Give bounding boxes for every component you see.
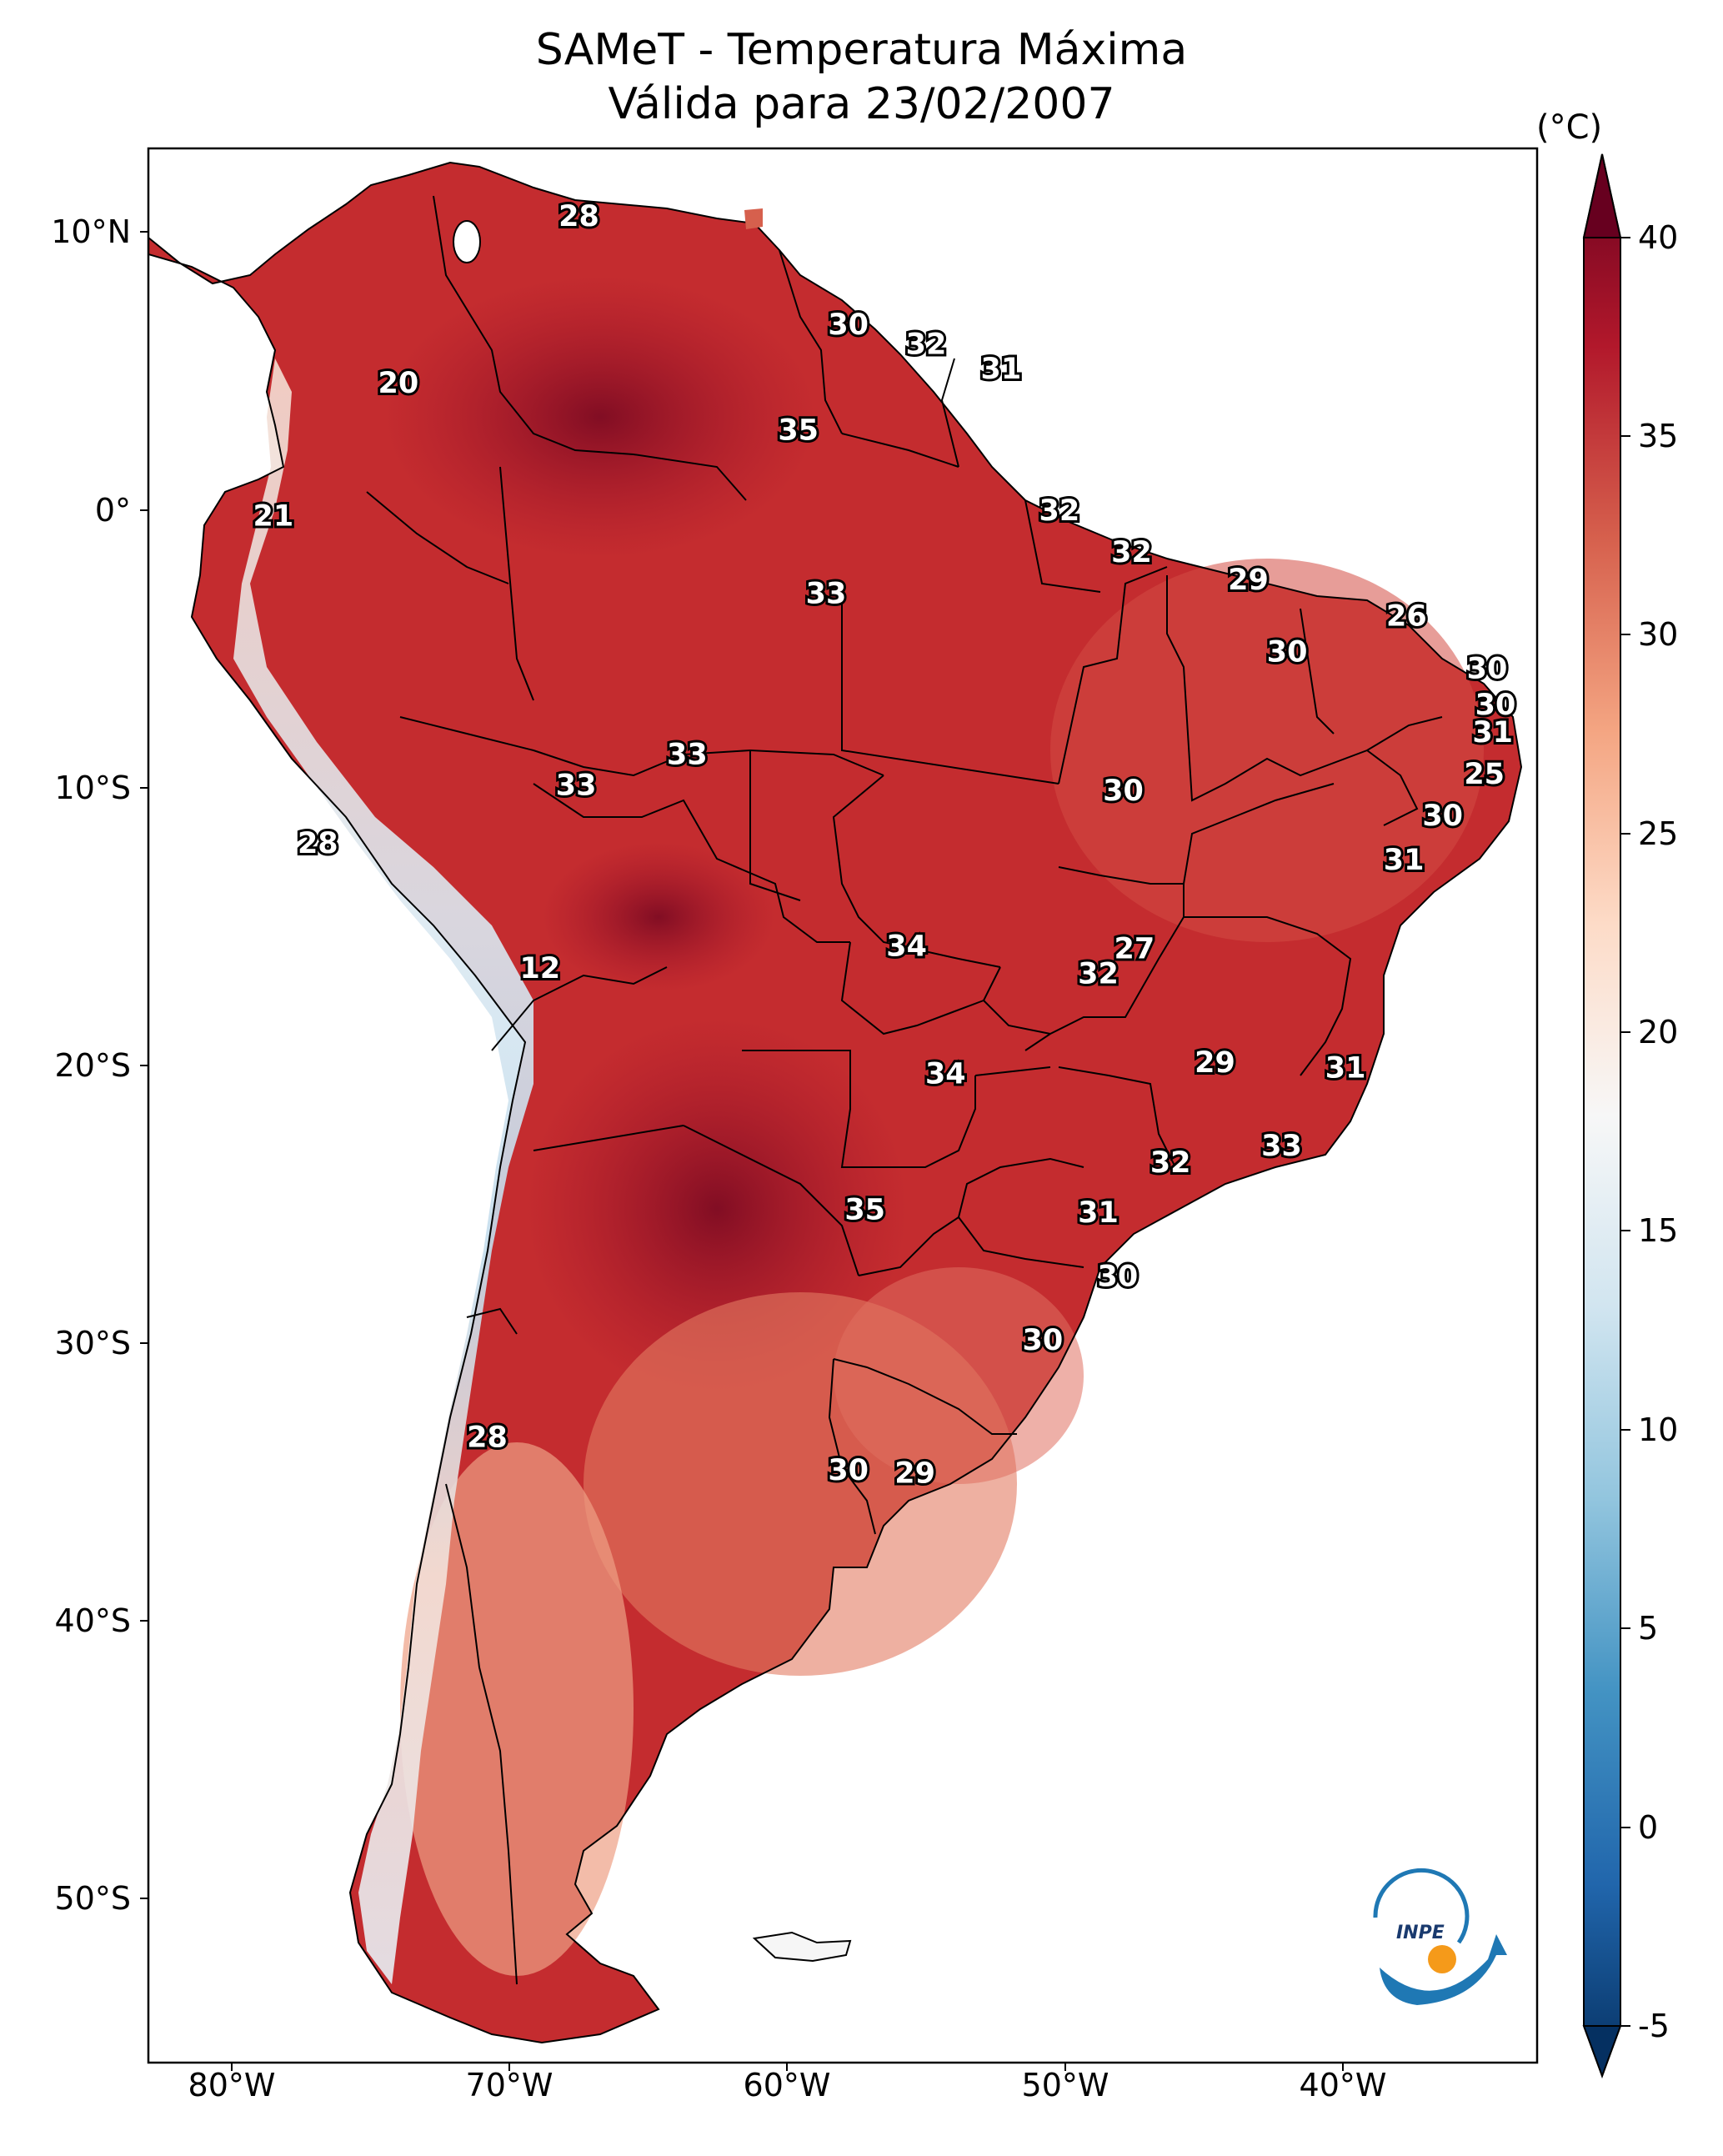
contour-label: 32 bbox=[906, 328, 947, 361]
colorbar-tick-40: 40 bbox=[1638, 219, 1679, 256]
hot-core-north bbox=[383, 275, 817, 559]
map-tick-marks bbox=[140, 231, 1344, 2071]
colorbar-tick-30: 30 bbox=[1638, 616, 1679, 653]
contour-label: 31 bbox=[1325, 1052, 1366, 1086]
lat-tick-0: 0° bbox=[94, 492, 131, 529]
contour-label: 12 bbox=[519, 952, 560, 985]
colorbar-tick-0: 0 bbox=[1638, 1809, 1659, 1846]
colorbar bbox=[1583, 153, 1622, 2078]
inpe-logo: INPE bbox=[1373, 1868, 1507, 2005]
contour-label: 21 bbox=[253, 500, 294, 534]
contour-label: 30 bbox=[1467, 653, 1508, 686]
andes-cool-band bbox=[233, 358, 533, 1984]
contour-label: 33 bbox=[667, 739, 708, 772]
lon-tick-80w: 80°W bbox=[188, 2067, 276, 2103]
contour-label: 32 bbox=[1039, 494, 1080, 528]
plot-frame bbox=[147, 147, 1539, 2064]
lon-tick-70w: 70°W bbox=[465, 2067, 553, 2103]
colorbar-tick-15: 15 bbox=[1638, 1212, 1679, 1249]
lat-tick-10s: 10°S bbox=[54, 770, 131, 806]
contour-label: 29 bbox=[1195, 1046, 1235, 1080]
lon-tick-40w: 40°W bbox=[1299, 2067, 1387, 2103]
lat-tick-30s: 30°S bbox=[54, 1325, 131, 1361]
contour-label: 30 bbox=[828, 308, 869, 342]
lat-tick-50s: 50°S bbox=[54, 1880, 131, 1917]
contour-label: 31 bbox=[1384, 844, 1425, 877]
patagonia-warm bbox=[400, 1442, 634, 1976]
colorbar-unit: (°C) bbox=[1536, 108, 1603, 147]
contour-label: 35 bbox=[844, 1193, 885, 1226]
contour-label: 30 bbox=[828, 1454, 869, 1487]
contour-label: 31 bbox=[981, 353, 1022, 386]
contour-label: 33 bbox=[806, 578, 847, 611]
colorbar-tick-20: 20 bbox=[1638, 1014, 1679, 1050]
contour-label: 31 bbox=[1472, 716, 1513, 750]
political-borders bbox=[366, 195, 1443, 1985]
lake-maracaibo bbox=[453, 220, 481, 263]
colorbar-tick-10: 10 bbox=[1638, 1411, 1679, 1448]
contour-label: 29 bbox=[1228, 564, 1269, 597]
contour-label: 32 bbox=[1078, 958, 1119, 991]
trinidad-island bbox=[744, 208, 763, 229]
contour-label: 33 bbox=[556, 769, 597, 802]
contour-label: 28 bbox=[298, 827, 338, 860]
lat-tick-20s: 20°S bbox=[54, 1047, 131, 1084]
inpe-logo-text: INPE bbox=[1396, 1923, 1445, 1943]
colorbar-tick-marks bbox=[1620, 237, 1630, 2027]
lon-tick-50w: 50°W bbox=[1021, 2067, 1109, 2103]
colorbar-tick-25: 25 bbox=[1638, 815, 1679, 852]
contour-label: 31 bbox=[1078, 1196, 1119, 1230]
coastline bbox=[148, 161, 1523, 2044]
contour-label: 28 bbox=[467, 1421, 508, 1454]
colorbar-tick-minus5: -5 bbox=[1638, 2008, 1670, 2044]
contour-label: 30 bbox=[1267, 636, 1308, 669]
falkland-islands bbox=[752, 1931, 852, 1963]
contour-label: 25 bbox=[1464, 758, 1505, 791]
lat-tick-10n: 10°N bbox=[51, 213, 131, 250]
contour-label: 30 bbox=[1103, 775, 1144, 808]
colorbar-top-extension bbox=[1582, 153, 1622, 238]
contour-label: 26 bbox=[1386, 599, 1427, 633]
hot-core-bolivia bbox=[542, 842, 775, 992]
warm-south-brazil bbox=[834, 1267, 1084, 1484]
colorbar-tick-35: 35 bbox=[1638, 418, 1679, 454]
lon-tick-60w: 60°W bbox=[743, 2067, 831, 2103]
contour-label: 35 bbox=[778, 414, 819, 447]
contour-label: 27 bbox=[1114, 933, 1155, 966]
contour-label: 28 bbox=[558, 200, 599, 233]
contour-label: 30 bbox=[1475, 689, 1516, 722]
colorbar-bottom-extension bbox=[1582, 2025, 1622, 2078]
warm-northeast bbox=[1050, 559, 1484, 942]
chart-title: SAMeT - Temperatura Máxima bbox=[535, 25, 1188, 75]
contour-label: 30 bbox=[1098, 1260, 1139, 1293]
lat-tick-40s: 40°S bbox=[54, 1602, 131, 1639]
contour-label: 34 bbox=[925, 1057, 966, 1091]
contour-label: 30 bbox=[1422, 800, 1463, 833]
contour-label: 34 bbox=[886, 930, 927, 963]
contour-label: 32 bbox=[1111, 536, 1152, 569]
colorbar-tick-5: 5 bbox=[1638, 1610, 1659, 1647]
chart-subtitle: Válida para 23/02/2007 bbox=[608, 79, 1115, 129]
contour-label: 33 bbox=[1261, 1130, 1302, 1163]
contour-label: 32 bbox=[1150, 1146, 1191, 1180]
contour-label: 20 bbox=[378, 367, 419, 400]
contour-label: 29 bbox=[894, 1457, 935, 1491]
contour-label: 30 bbox=[1023, 1324, 1064, 1357]
